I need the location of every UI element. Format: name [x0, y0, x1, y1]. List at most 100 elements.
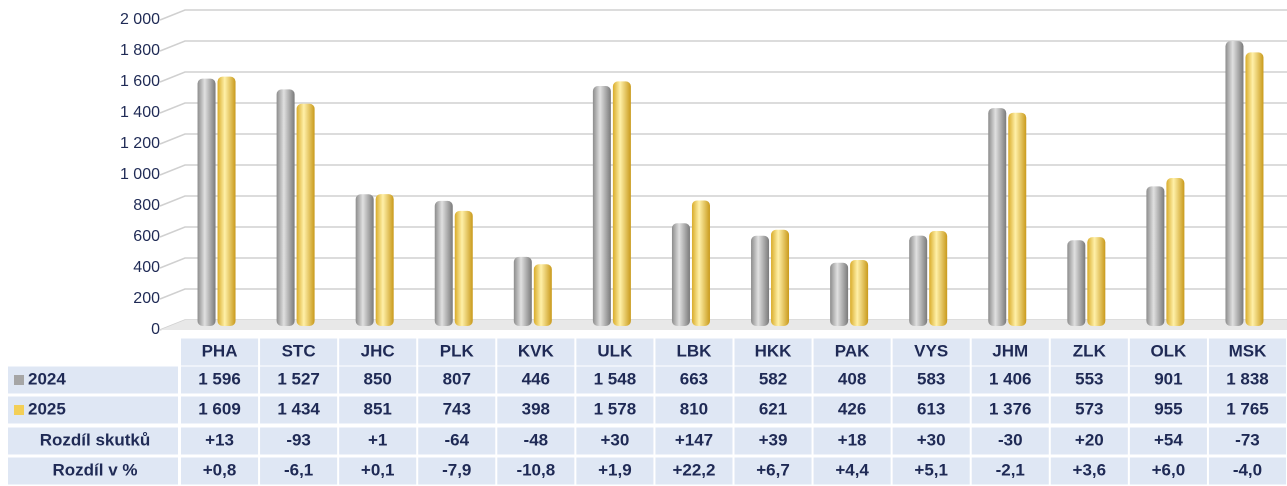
table-cell — [260, 396, 338, 424]
table-cell — [734, 396, 812, 424]
floor — [160, 320, 1287, 330]
table-cell — [497, 427, 575, 455]
table-cell — [339, 457, 417, 485]
bar — [592, 86, 611, 326]
grid-line — [159, 71, 1287, 83]
table-cell — [734, 338, 812, 366]
bar — [375, 194, 394, 326]
table-value: +18 — [838, 430, 867, 449]
table-value: +22,2 — [672, 460, 715, 479]
row-label: Rozdíl v % — [52, 460, 137, 479]
legend-swatch — [14, 405, 24, 415]
x-tick-label: JHC — [361, 341, 395, 360]
x-tick-label: ULK — [597, 341, 633, 360]
data-label: 901 — [1154, 369, 1182, 388]
grid-line — [159, 9, 1287, 21]
x-tick-label: PAK — [835, 341, 870, 360]
x-tick-label: VYS — [914, 341, 948, 360]
table-value: +1 — [368, 430, 387, 449]
bar — [276, 89, 295, 326]
x-tick-label: JHM — [992, 341, 1028, 360]
table-cell — [892, 338, 970, 366]
table-cell — [1208, 457, 1286, 485]
table-value: +13 — [205, 430, 234, 449]
bar — [671, 223, 690, 326]
table-value: -64 — [444, 430, 469, 449]
data-label: 1 406 — [989, 369, 1032, 388]
table-value: -30 — [998, 430, 1023, 449]
table-cell — [1129, 427, 1207, 455]
bar — [691, 200, 710, 326]
data-label: 1 765 — [1226, 399, 1269, 418]
bar — [1087, 237, 1106, 326]
table-value: +30 — [600, 430, 629, 449]
y-tick-label: 1 200 — [120, 135, 160, 152]
bar — [197, 78, 216, 327]
table-value: -2,1 — [996, 460, 1025, 479]
table-cell — [8, 366, 178, 394]
table-value: +54 — [1154, 430, 1183, 449]
table-cell — [655, 457, 733, 485]
row-label: Rozdíl skutků — [40, 430, 151, 449]
bar — [434, 200, 453, 326]
x-tick-label: LBK — [676, 341, 712, 360]
x-tick-label: ZLK — [1073, 341, 1107, 360]
y-tick-label: 800 — [133, 197, 160, 214]
table-value: -10,8 — [516, 460, 555, 479]
bar — [1067, 240, 1086, 326]
table-cell — [181, 366, 259, 394]
bar — [533, 264, 552, 326]
table-cell — [813, 366, 891, 394]
data-label: 1 434 — [277, 399, 320, 418]
data-label: 426 — [838, 399, 866, 418]
bar — [513, 256, 532, 326]
data-label: 583 — [917, 369, 945, 388]
data-label: 851 — [363, 399, 391, 418]
data-label: 1 609 — [198, 399, 241, 418]
bar — [1245, 52, 1264, 327]
table-cell — [892, 457, 970, 485]
y-tick-label: 1 800 — [120, 42, 160, 59]
data-label: 850 — [363, 369, 391, 388]
y-tick-label: 1 600 — [120, 73, 160, 90]
table-cell — [418, 427, 496, 455]
data-label: 810 — [680, 399, 708, 418]
table-cell — [655, 366, 733, 394]
y-tick-label: 2 000 — [120, 11, 160, 28]
table-cell — [576, 366, 654, 394]
data-label: 743 — [443, 399, 471, 418]
bar — [1166, 177, 1185, 326]
table-cell — [497, 396, 575, 424]
data-label: 621 — [759, 399, 787, 418]
plot-wall — [160, 10, 1287, 330]
data-label: 573 — [1075, 399, 1103, 418]
x-tick-label: PHA — [202, 341, 238, 360]
table-cell — [181, 396, 259, 424]
x-tick-label: MSK — [1229, 341, 1268, 360]
data-label: 1 838 — [1226, 369, 1269, 388]
table-cell — [971, 366, 1049, 394]
table-cell — [655, 427, 733, 455]
table-cell — [734, 457, 812, 485]
table-cell — [1208, 396, 1286, 424]
data-label: 553 — [1075, 369, 1103, 388]
bar — [1008, 112, 1027, 326]
table-cell — [260, 366, 338, 394]
table-cell — [1129, 338, 1207, 366]
table-cell — [1050, 457, 1128, 485]
table-cell — [813, 457, 891, 485]
table-cell — [971, 427, 1049, 455]
table-cell — [813, 338, 891, 366]
bar — [751, 235, 770, 326]
data-label: 613 — [917, 399, 945, 418]
table-cell — [734, 427, 812, 455]
table-cell — [497, 457, 575, 485]
table-value: +39 — [759, 430, 788, 449]
y-tick-label: 600 — [133, 228, 160, 245]
table-cell — [971, 396, 1049, 424]
data-label: 1 578 — [594, 399, 637, 418]
table-value: -73 — [1235, 430, 1260, 449]
table-cell — [339, 427, 417, 455]
table-cell — [971, 338, 1049, 366]
